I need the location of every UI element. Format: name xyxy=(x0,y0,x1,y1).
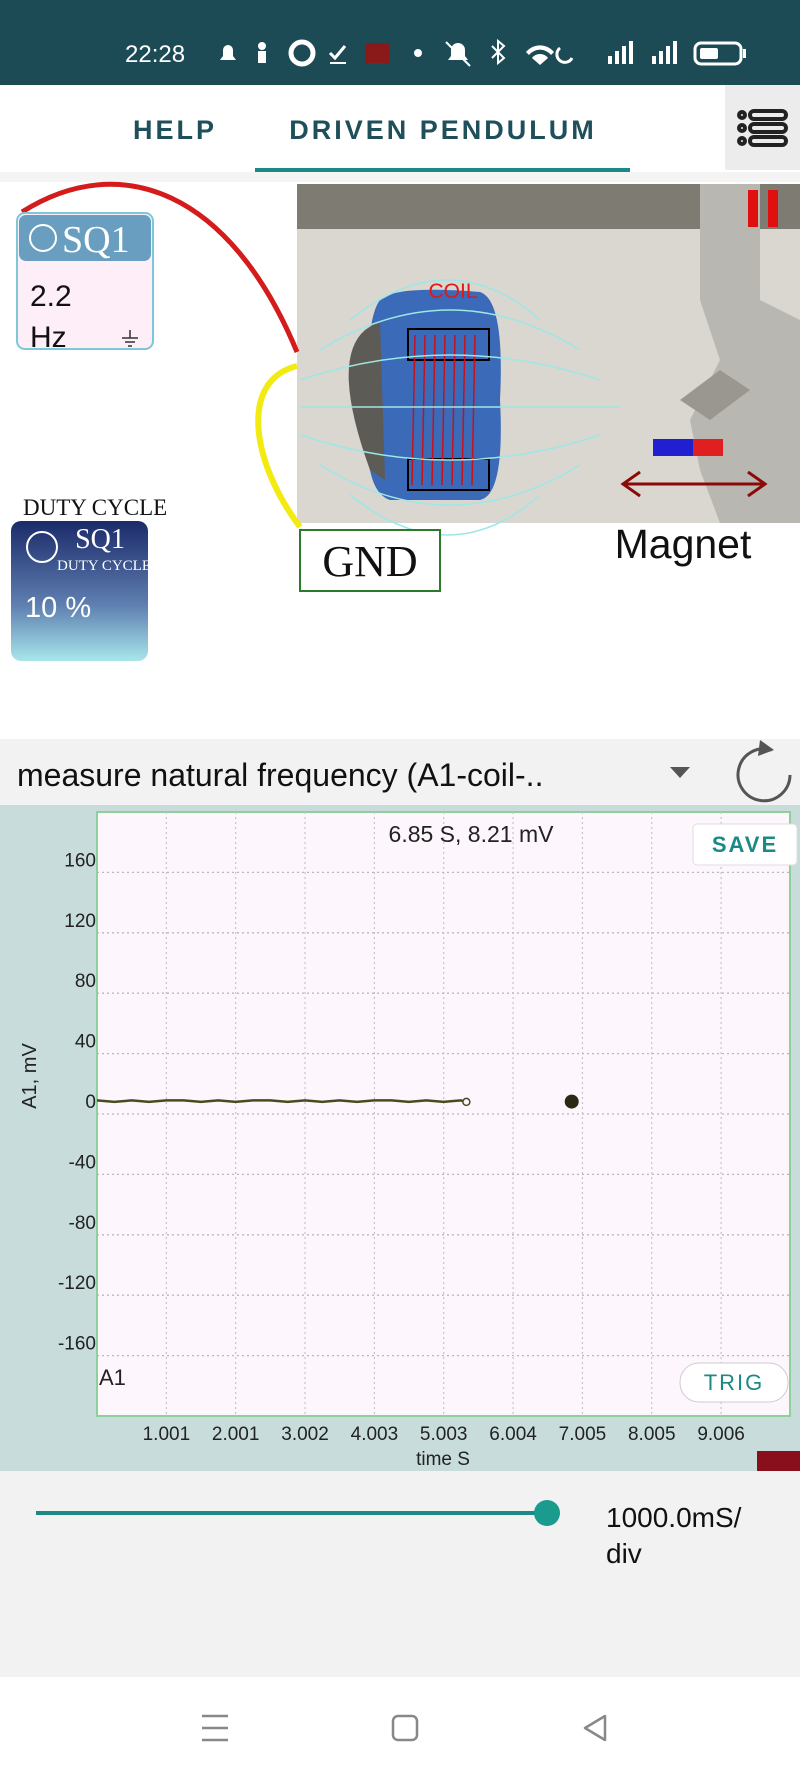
cursor-point xyxy=(564,1094,579,1109)
slider-track xyxy=(36,1511,547,1515)
red-wire xyxy=(20,181,300,353)
x-tick-label: 7.005 xyxy=(559,1424,607,1445)
x-tick-label: 2.001 xyxy=(212,1424,260,1445)
dropdown-arrow[interactable] xyxy=(670,767,690,778)
duty-widget[interactable] xyxy=(11,521,148,661)
tab-bar xyxy=(0,85,800,170)
magnet-label: Magnet xyxy=(615,521,752,567)
y-tick-label: 40 xyxy=(75,1032,96,1053)
trig-button[interactable] xyxy=(679,1362,789,1403)
refresh-arrow xyxy=(758,740,774,756)
y-tick-label: 80 xyxy=(75,971,96,992)
selector-row xyxy=(0,739,800,805)
y-tick-label: 120 xyxy=(64,911,96,932)
sq1-icon xyxy=(29,224,57,252)
gnd-box[interactable] xyxy=(299,529,441,592)
sq1-unit: Hz xyxy=(30,321,67,354)
ground-symbol xyxy=(122,330,138,347)
save-label: SAVE xyxy=(712,832,778,857)
y-axis-label: A1, mV xyxy=(19,1043,41,1109)
x-tick-label: 5.003 xyxy=(420,1424,468,1445)
y-tick-label: 160 xyxy=(64,850,96,871)
duty-subtitle: DUTY CYCLE xyxy=(57,558,151,574)
coil-label: COIL xyxy=(428,280,477,303)
x-tick-label: 9.006 xyxy=(697,1424,745,1445)
x-tick-label: 6.004 xyxy=(489,1424,537,1445)
slider-panel xyxy=(0,1471,800,1677)
x-tick-label: 1.001 xyxy=(143,1424,191,1445)
y-tick-label: -120 xyxy=(58,1273,96,1294)
tab-indicator xyxy=(255,168,630,172)
trace-line xyxy=(96,1099,467,1104)
x-axis-label: time S xyxy=(416,1449,470,1470)
duty-title: SQ1 xyxy=(75,524,125,555)
tab-driven-pendulum[interactable]: DRIVEN PENDULUM xyxy=(289,115,597,145)
y-tick-label: 0 xyxy=(85,1092,96,1113)
trig-label: TRIG xyxy=(704,1370,765,1395)
save-button[interactable] xyxy=(692,823,798,866)
sq1-title: SQ1 xyxy=(62,219,130,261)
y-tick-label: -80 xyxy=(69,1213,96,1234)
duty-caption: DUTY CYCLE xyxy=(23,495,167,520)
duty-value: 10 % xyxy=(25,592,91,624)
nav-bar xyxy=(0,1677,800,1778)
nav-recents[interactable] xyxy=(202,1714,228,1742)
refresh-icon[interactable] xyxy=(736,747,792,803)
experiment-photo xyxy=(297,184,800,536)
status-bar xyxy=(0,0,800,85)
clock: 22:28 xyxy=(125,41,185,68)
duty-icon xyxy=(26,531,58,563)
trace-end xyxy=(462,1097,471,1107)
tab-help[interactable]: HELP xyxy=(133,115,217,145)
menu-icon xyxy=(737,109,788,147)
yellow-wire xyxy=(255,363,303,529)
x-tick-label: 3.002 xyxy=(281,1424,329,1445)
menu-button[interactable] xyxy=(725,85,800,170)
experiment-selector[interactable]: measure natural frequency (A1-coil-.. xyxy=(17,757,543,793)
color-strip xyxy=(757,1451,800,1471)
gnd-label: GND xyxy=(322,537,417,586)
status-icons xyxy=(220,38,746,67)
y-tick-label: -160 xyxy=(58,1334,96,1355)
timebase-label: 1000.0mS/ xyxy=(606,1502,742,1533)
cursor-readout: 6.85 S, 8.21 mV xyxy=(389,821,555,847)
trace-label: A1 xyxy=(99,1365,126,1390)
y-tick-label: -40 xyxy=(69,1152,96,1173)
slider-thumb[interactable] xyxy=(534,1500,560,1526)
sq1-header xyxy=(19,215,151,261)
divider xyxy=(0,172,800,182)
nav-home[interactable] xyxy=(391,1714,419,1742)
nav-back[interactable] xyxy=(583,1714,607,1742)
sq1-frequency: 2.2 xyxy=(30,280,72,313)
x-tick-label: 8.005 xyxy=(628,1424,676,1445)
x-tick-label: 4.003 xyxy=(351,1424,399,1445)
timebase-label: div xyxy=(606,1538,642,1569)
